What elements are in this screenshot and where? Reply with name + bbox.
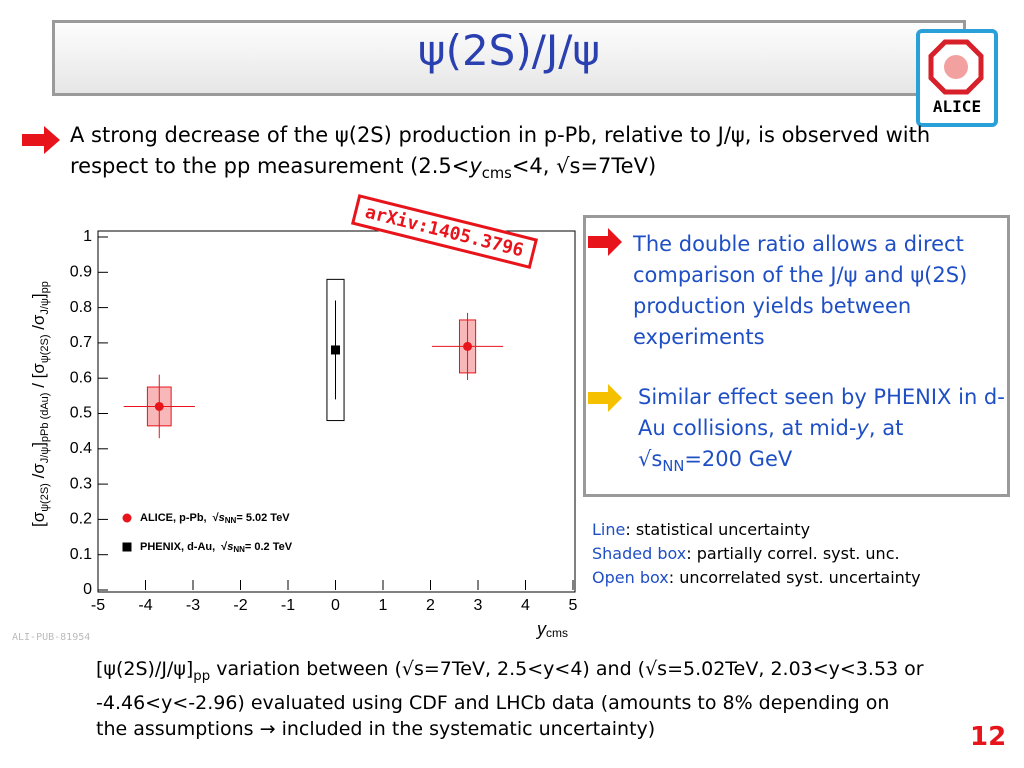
text: / [σ [29, 363, 48, 393]
text: Open box [592, 568, 669, 587]
y-tick-label: 0.8 [70, 299, 92, 316]
text: ALICE, p-Pb, [140, 512, 207, 524]
x-tick-label: 2 [426, 597, 435, 614]
logo-text: ALICE [933, 97, 981, 116]
text: √ [213, 512, 220, 524]
note: Line: statistical uncertainty [592, 518, 921, 542]
text: ] [29, 442, 48, 447]
text: : statistical uncertainty [625, 520, 811, 539]
plot-frame [97, 230, 576, 593]
text: variation between (√s=7TeV, 2.5<y<4) and… [96, 658, 924, 740]
text: √ [221, 541, 228, 553]
y-tick-label: 0.7 [70, 334, 92, 351]
x-tick-label: -5 [91, 597, 105, 614]
text: /σ [29, 463, 48, 483]
title-bar [52, 20, 966, 96]
text: /σ [29, 314, 48, 334]
text: J/ψ [39, 298, 51, 315]
slide-title: ψ(2S)/J/ψ [417, 26, 601, 75]
x-tick-label: 1 [379, 597, 388, 614]
chart: 0 0.1 0.2 0.3 0.4 0.5 0.6 0.7 0.8 0.9 1 -5 -4 -3 -2 -1 0… [29, 228, 578, 640]
text: : uncorrelated syst. uncertainty [668, 568, 921, 587]
y-tick-label: 0.6 [70, 369, 92, 386]
text: pp [193, 668, 211, 684]
point [463, 341, 473, 351]
y-tick-label: 0.1 [70, 546, 92, 563]
text: NN [233, 545, 245, 554]
arrow [588, 228, 622, 256]
text: =200 GeV [684, 447, 793, 471]
y-tick-label: 0.4 [70, 440, 92, 457]
text: ] [29, 293, 48, 298]
text: Line [592, 520, 626, 539]
y-axis-label: [σψ(2S) /σJ/ψ]pPb (dAu) / [σψ(2S) /σJ/ψ]… [29, 281, 50, 527]
logo-burst [944, 55, 968, 79]
text: Shaded box [592, 544, 687, 563]
y-tick-label: 0.2 [70, 511, 92, 528]
x-tick-label: -1 [281, 597, 295, 614]
legend-label: PHENIX, d-Au, √sNN= 0.2 TeV [140, 541, 293, 554]
text: = 5.02 TeV [236, 512, 290, 524]
text-box [583, 215, 1010, 497]
text: A strong decrease of the ψ(2S) productio… [70, 123, 931, 178]
y-tick-label: 1 [83, 228, 92, 245]
y-tick-label: 0.3 [70, 475, 92, 492]
text: y [856, 416, 869, 440]
text: = 0.2 TeV [245, 541, 293, 553]
text: pp [39, 281, 51, 293]
arrow [588, 384, 622, 412]
text: NN [225, 516, 237, 525]
legend-label: ALICE, p-Pb, √sNN= 5.02 TeV [140, 512, 290, 525]
logo: ALICE [916, 29, 998, 127]
y-tick-label: 0.5 [70, 405, 92, 422]
x-tick-label: 3 [474, 597, 483, 614]
text: ψ(2S) [39, 335, 51, 364]
footnote: [ψ(2S)/J/ψ]pp variation between (√s=7TeV… [96, 656, 926, 742]
x-tick-label: 4 [521, 597, 530, 614]
point [154, 401, 164, 411]
text: , at √s [638, 416, 904, 471]
x-tick-label: -2 [233, 597, 247, 614]
arrow [22, 126, 60, 154]
y-tick-label: 0.9 [70, 264, 92, 281]
legend-marker [122, 513, 132, 523]
text: [ψ(2S)/J/ψ] [96, 658, 194, 680]
note: Shaded box: partially correl. syst. unc. [592, 542, 921, 566]
y-tick-label: 0 [83, 581, 92, 598]
text: cms [481, 165, 512, 183]
bullet-text: A strong decrease of the ψ(2S) productio… [70, 120, 1010, 189]
x-tick-label: 0 [331, 597, 340, 614]
x-tick-label: 5 [569, 597, 578, 614]
point [331, 345, 340, 355]
syst-box [326, 278, 345, 422]
notes: Line: statistical uncertainty Shaded box… [592, 518, 921, 590]
x-tick-label: -3 [186, 597, 200, 614]
x-tick-label: -4 [138, 597, 152, 614]
text: PHENIX, d-Au, [140, 541, 215, 553]
text: [σ [29, 511, 48, 527]
note: Open box: uncorrelated syst. uncertainty [592, 566, 921, 590]
box-point: The double ratio allows a direct compari… [633, 232, 968, 349]
x-axis-label: ycms [535, 619, 568, 640]
page-number: 12 [970, 722, 1007, 752]
figure-id: ALI-PUB-81954 [12, 632, 91, 643]
legend-marker [122, 542, 132, 552]
text: s [219, 512, 225, 524]
text: NN [662, 458, 685, 476]
text: ψ(2S) [39, 483, 51, 512]
box-point: Similar effect seen by PHENIX in d-Au co… [638, 382, 1008, 482]
text: Similar effect seen by PHENIX in d-Au co… [638, 385, 1005, 440]
text: y [469, 154, 482, 178]
text: J/ψ [39, 447, 51, 464]
text: pPb (dAu) [39, 393, 51, 443]
text: s [227, 541, 233, 553]
text: : partially correl. syst. unc. [686, 544, 900, 563]
text: cms [546, 626, 568, 640]
text: <4, √s=7TeV) [511, 154, 657, 178]
text: y [535, 619, 547, 639]
